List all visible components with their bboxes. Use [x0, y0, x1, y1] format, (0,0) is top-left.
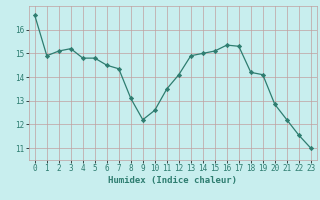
X-axis label: Humidex (Indice chaleur): Humidex (Indice chaleur): [108, 176, 237, 185]
